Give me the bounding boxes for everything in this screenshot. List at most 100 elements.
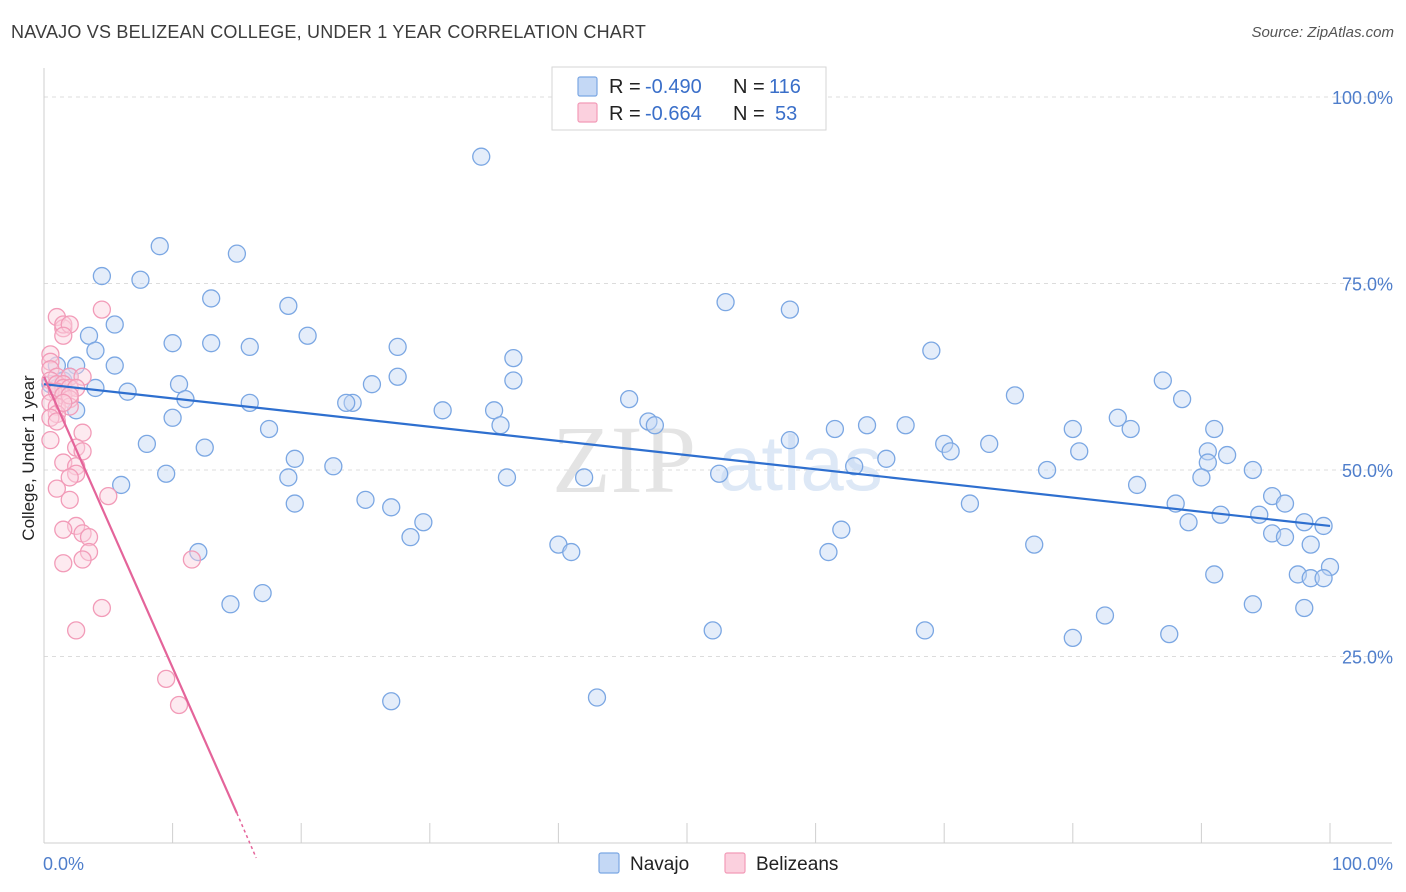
navajo-point xyxy=(562,542,581,562)
navajo-point xyxy=(922,341,941,360)
navajo-point xyxy=(1243,595,1262,614)
navajo-point xyxy=(877,449,896,468)
navajo-point xyxy=(1295,598,1314,618)
navajo-point xyxy=(1095,606,1115,625)
belizeans-point xyxy=(92,300,112,319)
belizeans-point xyxy=(67,621,86,640)
navajo-point xyxy=(497,468,517,487)
navajo-point xyxy=(574,468,594,487)
navajo-point xyxy=(1179,513,1198,532)
navajo-point xyxy=(1243,460,1262,480)
navajo-point xyxy=(1320,557,1340,577)
legend-r-label-belizeans: R = xyxy=(609,103,641,125)
navajo-point xyxy=(105,315,124,334)
navajo-point xyxy=(832,520,851,539)
navajo-point xyxy=(388,367,407,386)
navajo-point xyxy=(825,419,845,439)
navajo-point xyxy=(1301,569,1320,588)
legend-n-value-navajo: 116 xyxy=(769,76,801,98)
navajo-point xyxy=(279,296,298,316)
x-tick-labels: 0.0% 100.0% xyxy=(43,854,1393,874)
belizeans-point xyxy=(79,542,99,562)
belizeans-points xyxy=(41,300,202,715)
navajo-point xyxy=(240,393,259,413)
navajo-point xyxy=(202,289,221,308)
belizeans-point xyxy=(41,431,60,450)
navajo-point xyxy=(1301,535,1320,554)
legend-swatch-navajo xyxy=(577,76,598,97)
belizeans-point xyxy=(99,486,118,506)
belizeans-point xyxy=(60,315,79,334)
navajo-point xyxy=(259,419,279,439)
belizeans-point xyxy=(157,669,176,689)
navajo-point xyxy=(414,513,433,532)
navajo-point xyxy=(1172,389,1192,409)
navajo-point xyxy=(202,334,221,353)
navajo-point xyxy=(504,348,523,368)
legend-r-value-navajo: -0.490 xyxy=(645,76,702,98)
navajo-point xyxy=(1250,505,1269,524)
navajo-trend-line xyxy=(43,383,1331,528)
navajo-point xyxy=(1205,565,1224,584)
navajo-point xyxy=(1314,569,1333,588)
navajo-point xyxy=(1205,419,1224,439)
navajo-point xyxy=(227,244,247,263)
navajo-point xyxy=(780,431,800,450)
chart-title: NAVAJO VS BELIZEAN COLLEGE, UNDER 1 YEAR… xyxy=(11,22,647,42)
navajo-point xyxy=(491,416,510,435)
navajo-point xyxy=(337,393,356,413)
navajo-point xyxy=(105,356,124,375)
navajo-point xyxy=(1153,371,1172,390)
trend-lines xyxy=(42,376,1331,859)
navajo-point xyxy=(1217,445,1237,465)
navajo-point xyxy=(163,408,182,427)
legend-box: R = -0.490 N = 116 R = -0.664 N = 53 xyxy=(551,66,827,131)
navajo-point xyxy=(324,457,343,476)
belizeans-trend-line xyxy=(42,376,238,814)
belizeans-point xyxy=(92,598,112,618)
belizeans-point xyxy=(182,550,202,569)
navajo-point xyxy=(150,237,169,256)
navajo-point xyxy=(915,621,935,640)
bottom-legend: Navajo Belizeans xyxy=(598,852,838,875)
legend-r-label-navajo: R = xyxy=(609,76,641,98)
navajo-point xyxy=(716,292,735,312)
navajo-point xyxy=(285,494,304,513)
navajo-point xyxy=(857,416,877,435)
navajo-point xyxy=(157,464,176,483)
belizeans-point xyxy=(73,367,92,386)
navajo-point xyxy=(703,621,722,640)
belizeans-point xyxy=(60,468,79,487)
y-tick-labels: 25.0% 50.0% 75.0% 100.0% xyxy=(1332,88,1393,668)
watermark-zip: ZIP xyxy=(552,406,696,513)
x-tick-label: 0.0% xyxy=(43,854,84,874)
navajo-point xyxy=(356,490,375,509)
legend-n-label-navajo: N = xyxy=(733,76,765,98)
legend-frame xyxy=(551,66,827,131)
source-credit: Source: ZipAtlas.com xyxy=(1251,24,1394,41)
navajo-point xyxy=(935,434,954,454)
legend-r-value-belizeans: -0.664 xyxy=(645,103,702,125)
navajo-point xyxy=(433,401,452,420)
navajo-point xyxy=(1063,628,1082,647)
y-tick-label: 50.0% xyxy=(1342,461,1393,481)
navajo-point xyxy=(1275,494,1295,513)
navajo-point xyxy=(195,438,214,457)
y-tick-label: 100.0% xyxy=(1332,88,1393,108)
navajo-point xyxy=(112,475,131,495)
navajo-point xyxy=(472,147,491,166)
navajo-point xyxy=(401,527,420,547)
navajo-point xyxy=(1108,408,1127,427)
bottom-legend-navajo: Navajo xyxy=(630,854,689,875)
navajo-point xyxy=(1063,419,1082,439)
navajo-point xyxy=(382,498,401,517)
y-axis-label: College, Under 1 year xyxy=(19,375,38,541)
navajo-point xyxy=(298,326,317,345)
navajo-point xyxy=(1275,527,1295,547)
navajo-point xyxy=(163,334,182,353)
navajo-point xyxy=(388,337,407,357)
navajo-point xyxy=(504,371,523,390)
belizeans-point xyxy=(41,345,60,364)
navajo-point xyxy=(1192,468,1211,487)
navajo-point xyxy=(619,389,639,409)
